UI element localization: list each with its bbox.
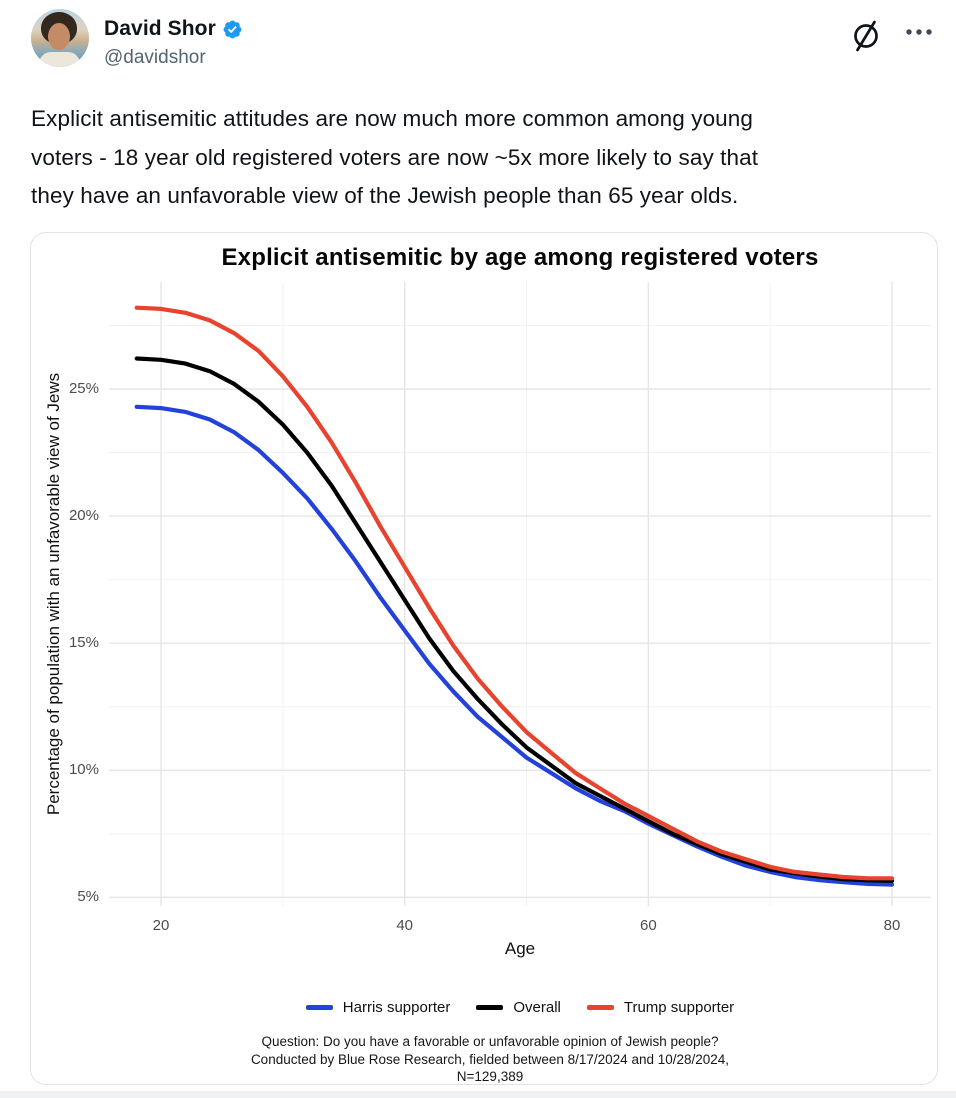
series-line-overall xyxy=(134,356,895,883)
caption-line: Conducted by Blue Rose Research, fielded… xyxy=(250,1051,730,1067)
legend-item: Overall xyxy=(476,999,561,1016)
tweet-text-line: Explicit antisemitic attitudes are now m… xyxy=(31,106,754,131)
circle-slash-icon xyxy=(854,20,878,52)
series-line-trump-supporter xyxy=(134,305,895,881)
x-tick-label: 40 xyxy=(396,917,414,934)
x-tick-label: 20 xyxy=(152,917,170,934)
legend-key-icon xyxy=(476,1005,504,1010)
tweet-text: Explicit antisemitic attitudes are now m… xyxy=(31,100,935,216)
legend-key-icon xyxy=(586,1005,614,1010)
display-name[interactable]: David Shor xyxy=(104,17,216,40)
avatar-art xyxy=(48,23,70,50)
tweet-header: David Shor @davidshor xyxy=(0,0,956,80)
y-tick-label: 10% xyxy=(68,761,99,779)
chart-plot-area xyxy=(109,282,931,906)
bottom-separator xyxy=(0,1091,956,1098)
y-tick-label: 25% xyxy=(68,380,99,397)
chart-legend: Harris supporter Overall Trump supporter xyxy=(109,999,931,1016)
legend-label: Harris supporter xyxy=(342,999,451,1016)
legend-label: Overall xyxy=(513,999,561,1016)
legend-label: Trump supporter xyxy=(623,999,735,1016)
tweet-text-line: voters - 18 year old registered voters a… xyxy=(31,144,759,170)
avatar-art xyxy=(39,52,80,67)
user-handle[interactable]: @davidshor xyxy=(104,47,206,68)
x-tick-label: 80 xyxy=(883,917,901,934)
x-tick-label: 60 xyxy=(640,917,657,934)
chart-card: Explicit antisemitic by age among regist… xyxy=(30,232,938,1085)
chart-title: Explicit antisemitic by age among regist… xyxy=(221,244,819,271)
verified-badge-icon xyxy=(223,20,242,38)
y-axis-title: Percentage of population with an unfavor… xyxy=(44,372,63,816)
y-tick-label: 15% xyxy=(68,634,99,652)
caption-line: N=129,389 xyxy=(456,1069,524,1084)
circle-slash-button[interactable] xyxy=(848,16,884,56)
x-axis-title: Age xyxy=(504,939,536,958)
avatar[interactable] xyxy=(31,9,89,67)
series-line-harris-supporter xyxy=(134,404,895,887)
tweet-text-line: they have an unfavorable view of the Jew… xyxy=(31,183,739,208)
more-icon xyxy=(906,29,932,35)
more-button[interactable] xyxy=(902,25,936,39)
y-tick-label: 5% xyxy=(77,888,99,906)
legend-key-icon xyxy=(305,1005,333,1010)
legend-item: Trump supporter xyxy=(586,999,735,1016)
caption-line: Question: Do you have a favorable or unf… xyxy=(261,1034,719,1049)
y-tick-label: 20% xyxy=(68,507,99,525)
chart-caption: Question: Do you have a favorable or unf… xyxy=(79,1033,901,1086)
legend-item: Harris supporter xyxy=(305,999,451,1016)
